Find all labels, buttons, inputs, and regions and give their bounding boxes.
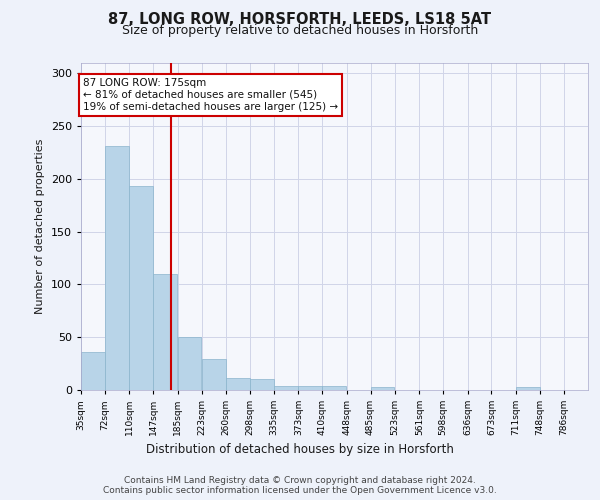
Bar [250, 380, 274, 390]
Y-axis label: Number of detached properties: Number of detached properties [35, 138, 45, 314]
Text: Contains HM Land Registry data © Crown copyright and database right 2024.: Contains HM Land Registry data © Crown c… [124, 476, 476, 485]
Bar [516, 387, 540, 390]
Bar [226, 378, 250, 390]
Text: Distribution of detached houses by size in Horsforth: Distribution of detached houses by size … [146, 442, 454, 456]
Text: 87 LONG ROW: 175sqm
← 81% of detached houses are smaller (545)
19% of semi-detac: 87 LONG ROW: 175sqm ← 81% of detached ho… [83, 78, 338, 112]
Bar [153, 274, 177, 390]
Bar [202, 360, 226, 390]
Text: Contains public sector information licensed under the Open Government Licence v3: Contains public sector information licen… [103, 486, 497, 495]
Bar [371, 387, 394, 390]
Bar [322, 386, 346, 390]
Bar [105, 146, 128, 390]
Bar [274, 386, 298, 390]
Bar [178, 337, 202, 390]
Text: Size of property relative to detached houses in Horsforth: Size of property relative to detached ho… [122, 24, 478, 37]
Text: 87, LONG ROW, HORSFORTH, LEEDS, LS18 5AT: 87, LONG ROW, HORSFORTH, LEEDS, LS18 5AT [109, 12, 491, 28]
Bar [298, 386, 322, 390]
Bar [81, 352, 105, 390]
Bar [129, 186, 153, 390]
